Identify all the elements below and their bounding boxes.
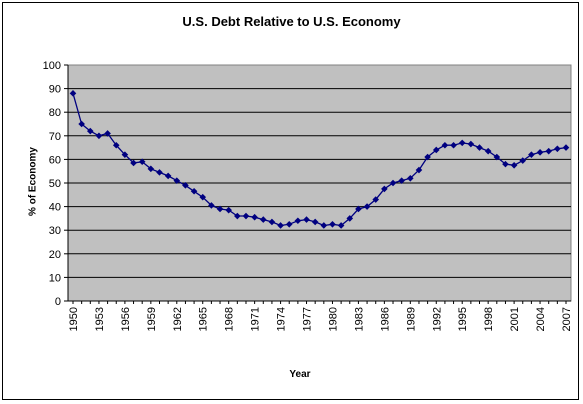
data-point [407,174,414,182]
x-tick-label: 1977 [302,307,314,331]
data-point [337,222,345,229]
data-point [329,221,336,228]
data-point [415,166,423,174]
x-tick-label: 1989 [405,307,417,331]
data-point [398,177,405,184]
data-point [268,218,276,226]
data-point [182,182,189,189]
data-point [259,216,267,223]
data-point [502,160,509,168]
data-point [251,213,258,221]
x-tick-label: 1992 [431,307,443,331]
series-markers [69,90,570,229]
data-point [450,141,457,149]
x-tick-labels: 1950 1953 1956 1959 1962 1965 1968 1971 1974 1977… [68,307,573,331]
series-line [72,93,567,227]
data-point [190,187,198,195]
data-point [389,179,397,187]
chart-title: U.S. Debt Relative to U.S. Economy [182,14,401,29]
data-point [441,141,449,149]
data-point [294,217,302,225]
data-point [173,177,181,184]
y-tick-label: 30 [49,225,61,237]
data-point [355,205,362,213]
data-point [363,203,371,210]
x-tick-label: 1968 [224,307,236,331]
data-point [285,221,293,228]
data-point [432,146,440,154]
x-tick-label: 1950 [68,307,80,331]
x-tick-label: 1965 [198,307,210,331]
data-point [138,158,146,166]
x-tick-label: 1959 [146,307,158,331]
data-point [78,120,85,128]
x-tick-label: 1956 [120,307,132,331]
data-point [519,157,527,164]
data-point [156,169,163,176]
data-point [225,206,232,214]
data-point [199,193,207,201]
data-point [147,165,155,173]
y-tick-label: 60 [49,154,61,166]
data-point [545,147,553,155]
x-tick-label: 2007 [561,307,573,331]
data-point [208,202,215,209]
x-tick-label: 1971 [250,307,262,331]
x-tick-label: 2001 [509,307,521,331]
x-tick-label: 1983 [353,307,365,331]
x-tick-label: 1980 [327,307,339,331]
data-point [311,218,319,226]
data-point [372,196,380,203]
data-point [104,130,111,137]
data-point [536,149,544,156]
data-point [69,90,77,97]
data-point [130,159,137,167]
data-point [234,212,241,220]
data-point [112,141,120,149]
x-axis-label: Year [289,369,311,380]
data-point [458,139,466,147]
x-tick-label: 1974 [276,307,288,331]
gridlines [64,64,571,302]
data-point [242,212,250,220]
x-tick-label: 1995 [457,307,469,331]
data-point [528,151,535,158]
data-point [510,162,518,169]
data-point [554,145,561,153]
y-tick-labels: 0 10 20 30 40 50 60 70 80 90 100 [43,60,61,308]
data-point [320,222,328,229]
axes [67,65,571,304]
data-point [424,153,431,161]
data-point [484,147,492,155]
data-point [121,151,129,158]
y-tick-label: 50 [49,178,61,190]
data-point [86,127,94,135]
y-tick-label: 0 [55,296,61,308]
x-tick-label: 1953 [94,307,106,331]
data-point [467,140,475,148]
data-point [303,216,310,223]
y-tick-label: 40 [49,202,61,214]
data-point [381,185,388,193]
y-tick-label: 20 [49,249,61,261]
x-tick-label: 1986 [379,307,391,331]
y-tick-label: 90 [49,84,61,96]
data-point [95,132,103,140]
x-tick-label: 1998 [483,307,495,331]
y-tick-label: 10 [49,272,61,284]
data-point [164,172,172,180]
y-tick-label: 100 [43,60,61,72]
y-tick-label: 80 [49,107,61,119]
data-point [476,144,483,151]
x-tick-label: 1962 [172,307,184,331]
x-tick-label: 2004 [535,307,547,331]
data-point [493,153,501,161]
y-tick-label: 70 [49,131,61,143]
data-point [346,215,354,222]
data-point [277,222,284,229]
data-point [216,205,224,213]
data-point [562,144,570,151]
